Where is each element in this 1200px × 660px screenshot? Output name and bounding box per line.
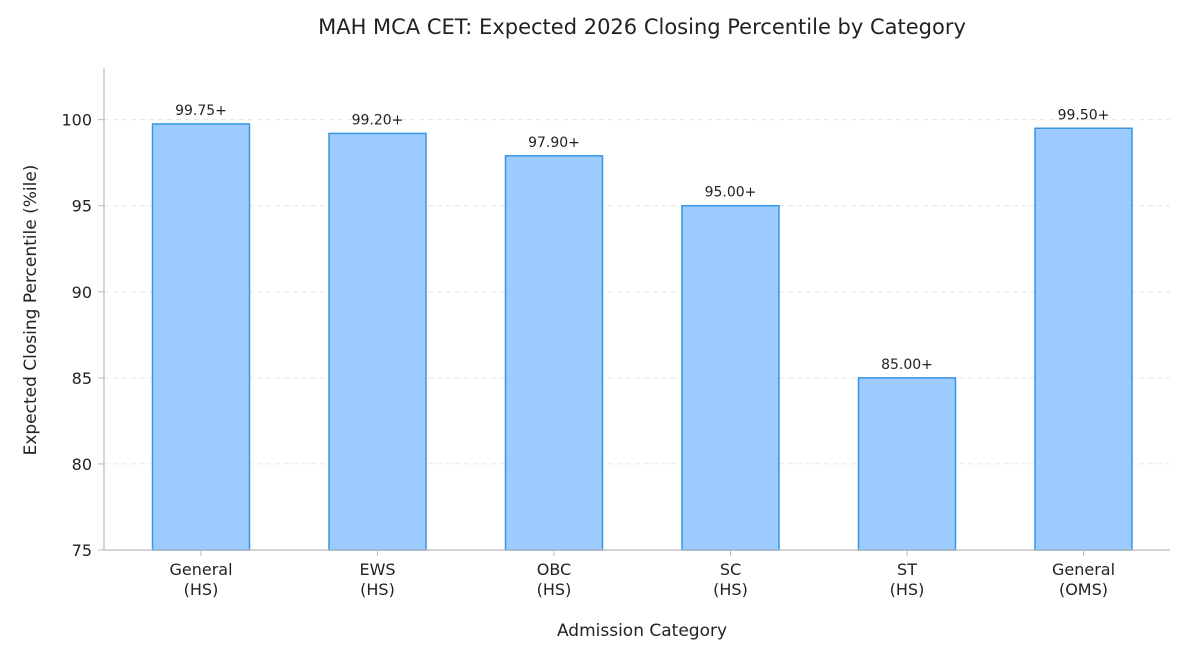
axes bbox=[103, 68, 1170, 551]
data-label: 99.20+ bbox=[352, 112, 404, 128]
bar bbox=[1034, 127, 1133, 551]
y-tick-label: 80 bbox=[72, 455, 92, 474]
y-tick-label: 100 bbox=[61, 111, 92, 130]
x-tick-label: ST bbox=[897, 560, 917, 579]
y-tick-label: 75 bbox=[72, 541, 92, 560]
y-ticks: 75 80 85 90 95 100 bbox=[61, 111, 104, 560]
chart-title: MAH MCA CET: Expected 2026 Closing Perce… bbox=[318, 15, 966, 39]
bars bbox=[151, 123, 1133, 551]
x-tick-label: SC bbox=[720, 560, 741, 579]
bar bbox=[328, 132, 427, 551]
y-axis-label: Expected Closing Percentile (%ile) bbox=[21, 165, 41, 456]
x-axis-label: Admission Category bbox=[557, 621, 727, 641]
x-tick-label: (HS) bbox=[537, 580, 572, 599]
x-tick-label: (HS) bbox=[360, 580, 395, 599]
grid-lines bbox=[104, 119, 1170, 465]
bar bbox=[857, 377, 957, 551]
bar bbox=[504, 155, 604, 551]
y-tick-label: 90 bbox=[72, 283, 92, 302]
data-labels: 99.75+ 99.20+ 97.90+ 95.00+ 85.00+ 99.50+ bbox=[175, 103, 1109, 373]
x-tick-label: (OMS) bbox=[1059, 580, 1108, 599]
x-tick-label: OBC bbox=[537, 560, 571, 579]
data-label: 95.00+ bbox=[705, 185, 757, 201]
x-tick-label: (HS) bbox=[713, 580, 748, 599]
data-label: 99.75+ bbox=[175, 103, 227, 119]
x-tick-label: (HS) bbox=[184, 580, 219, 599]
bar bbox=[151, 123, 251, 551]
data-label: 97.90+ bbox=[528, 135, 580, 151]
data-label: 85.00+ bbox=[881, 357, 933, 373]
y-tick-label: 95 bbox=[72, 197, 92, 216]
x-tick-label: EWS bbox=[359, 560, 395, 579]
y-tick-label: 85 bbox=[72, 369, 92, 388]
x-tick-label: General bbox=[169, 560, 232, 579]
data-label: 99.50+ bbox=[1058, 107, 1110, 123]
x-tick-label: (HS) bbox=[890, 580, 925, 599]
x-ticks: General(HS)EWS(HS)OBC(HS)SC(HS)ST(HS)Gen… bbox=[169, 550, 1115, 599]
bar bbox=[681, 204, 780, 551]
x-tick-label: General bbox=[1052, 560, 1115, 579]
